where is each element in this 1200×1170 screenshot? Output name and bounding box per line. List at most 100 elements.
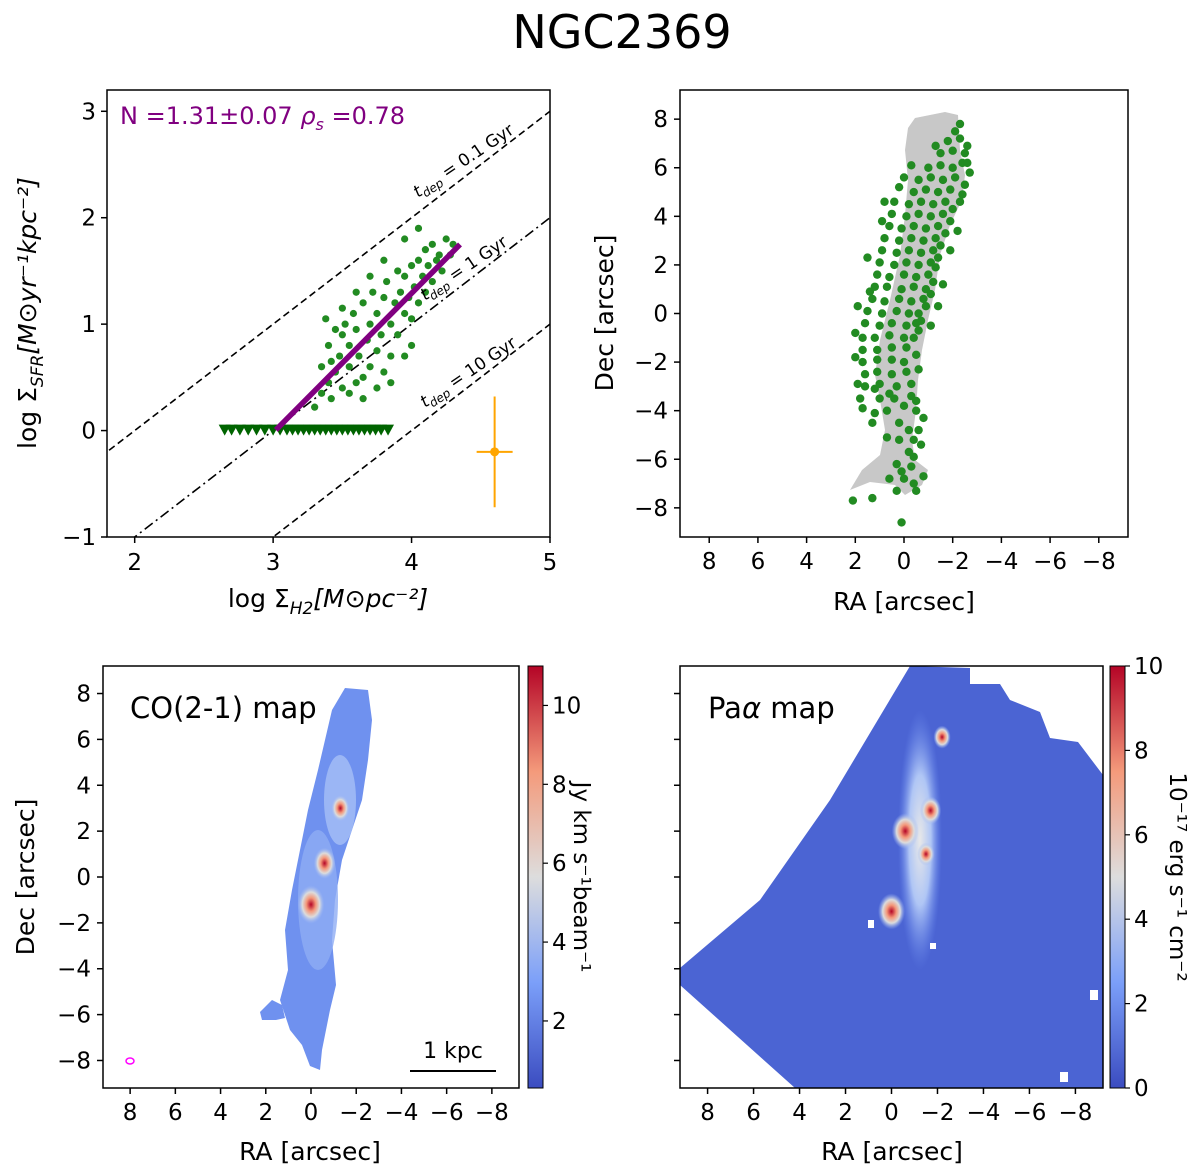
ks-point	[359, 299, 367, 307]
paa-gap	[930, 943, 936, 949]
pixel-map-panel: 8 6 4 2 0 −2 −4 −6 −8 −8 −6 −4 −2 0 2 4 6 8 RA [arcsec] D…	[590, 89, 1129, 616]
pixel-point	[892, 248, 901, 257]
pixel-point	[911, 486, 921, 496]
pixel-point	[909, 282, 918, 291]
pixel-point	[873, 345, 882, 355]
pixel-point	[858, 345, 867, 355]
pixel-point	[965, 168, 974, 177]
co-emission-blob	[260, 1000, 285, 1020]
ks-point	[338, 384, 346, 392]
ks-point	[338, 331, 346, 339]
co-colorbar	[527, 665, 544, 1089]
pixel-point	[885, 221, 894, 231]
pixel-point	[931, 263, 940, 272]
pixel-map-xtick-label: 2	[848, 549, 863, 575]
ks-point	[366, 320, 374, 328]
pixel-point	[936, 161, 945, 170]
pixel-point	[946, 216, 955, 226]
pixel-point	[948, 163, 957, 172]
pixel-point	[914, 175, 923, 185]
ks-point	[424, 262, 432, 270]
pixel-point	[902, 321, 911, 330]
pixel-map-points	[848, 119, 974, 527]
paa-map-image	[680, 666, 1103, 1088]
ks-point	[442, 235, 450, 243]
pixel-point	[892, 486, 901, 496]
pixel-point	[955, 197, 965, 206]
co-map-xtick-label: −8	[475, 1100, 509, 1126]
pixel-point	[919, 236, 928, 245]
ks-point	[373, 347, 381, 355]
pixel-point	[887, 343, 897, 352]
paa-colorbar-tick-label: 10	[1134, 654, 1163, 680]
pixel-point	[948, 204, 957, 214]
ks-point	[373, 309, 381, 318]
pixel-point	[894, 182, 904, 192]
ks-ytick-label: 0	[81, 419, 96, 445]
pixel-point	[916, 316, 926, 325]
pixel-point	[963, 141, 972, 151]
pixel-map-xtick-label: 0	[897, 549, 912, 575]
pixel-point	[943, 136, 953, 146]
co-map-ticks: 8 6 4 2 0 −2 −4 −6 −8 −8 −6 −4 −2 0 2 4 6 8	[57, 682, 509, 1126]
pixel-point	[860, 319, 870, 328]
pixel-point	[907, 379, 916, 389]
ks-xtick-label: 4	[404, 550, 419, 576]
pixel-point	[877, 246, 887, 255]
pixel-point	[916, 440, 926, 449]
paa-map-xtick-label: 2	[838, 1100, 853, 1126]
pixel-map-ytick-label: 6	[653, 156, 668, 182]
pixel-point	[868, 294, 877, 304]
co-colorbar-tick-label: 6	[552, 851, 567, 877]
co-map-xtick-label: 2	[258, 1100, 273, 1126]
pixel-point	[894, 294, 904, 304]
pixel-point	[950, 127, 960, 136]
pixel-point	[897, 467, 906, 476]
paa-map-xtick-label: 6	[746, 1100, 761, 1126]
pixel-point	[931, 233, 940, 243]
ks-point	[345, 389, 353, 397]
ks-point	[338, 304, 346, 312]
pixel-map-ytick-label: 8	[653, 107, 668, 133]
paa-map-xtick-label: 0	[884, 1100, 899, 1126]
ks-point	[331, 325, 340, 334]
pixel-point	[894, 435, 904, 445]
pixel-point	[911, 406, 921, 415]
ks-xtick-label: 2	[127, 550, 142, 576]
pixel-point	[926, 321, 935, 330]
pixel-point	[897, 224, 906, 233]
upper-limit-marker	[250, 424, 263, 436]
paa-peak	[878, 893, 905, 930]
pixel-point	[863, 306, 872, 316]
co-map-ytick-label: −2	[57, 911, 91, 937]
paa-ridge	[898, 710, 942, 970]
ks-xtick-label: 5	[543, 550, 558, 576]
pixel-point	[929, 199, 938, 209]
pixel-point	[853, 379, 862, 389]
pixel-point	[887, 370, 897, 379]
ks-point	[401, 309, 409, 318]
co-colorbar-tick-label: 10	[552, 693, 581, 719]
pixel-point	[914, 365, 923, 374]
co-map-xtick-label: −2	[339, 1100, 373, 1126]
pixel-map-ticks: 8 6 4 2 0 −2 −4 −6 −8 −8 −6 −4 −2 0 2 4 6 8	[634, 107, 1116, 575]
ks-point	[373, 384, 381, 392]
pixel-point	[880, 233, 889, 243]
ks-point	[401, 235, 409, 243]
pixel-point	[907, 462, 916, 471]
pixel-point	[890, 260, 899, 270]
ks-ylabel-sub: SFR	[28, 355, 48, 387]
ks-xlabel-unit: [M⊙pc⁻²]	[313, 584, 428, 613]
pixel-point	[899, 357, 909, 367]
error-bar-point	[490, 447, 500, 457]
pixel-point	[914, 260, 923, 270]
pixel-point	[909, 221, 918, 231]
pixel-point	[899, 401, 909, 411]
pixel-point	[938, 280, 948, 289]
ks-point	[322, 315, 330, 323]
pixel-point	[885, 474, 894, 483]
upper-limit-marker	[233, 424, 246, 436]
pixel-point	[880, 297, 889, 306]
paa-map-xtick-label: 4	[792, 1100, 807, 1126]
pixel-point	[914, 425, 923, 435]
